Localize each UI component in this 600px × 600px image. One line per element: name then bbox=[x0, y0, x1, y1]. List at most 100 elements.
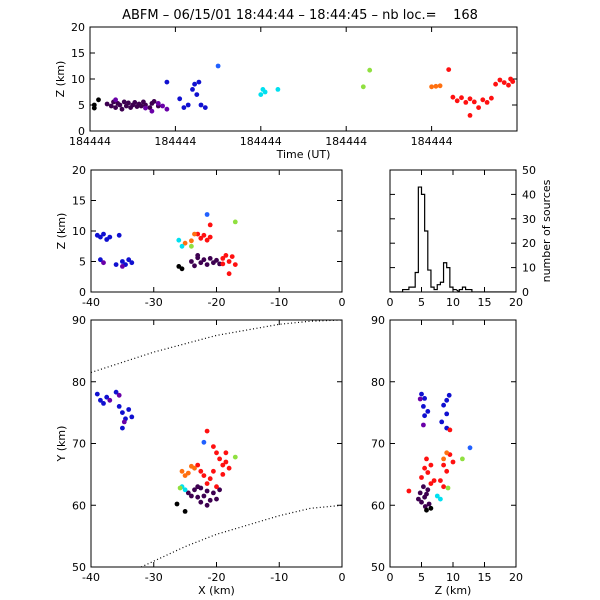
source-point bbox=[422, 465, 427, 471]
source-point bbox=[426, 501, 432, 507]
source-point bbox=[220, 462, 226, 468]
source-point bbox=[149, 108, 155, 114]
source-point bbox=[207, 497, 213, 503]
y-tick-label: 20 bbox=[72, 164, 86, 177]
source-point bbox=[424, 491, 429, 497]
source-point bbox=[446, 67, 452, 72]
source-point bbox=[419, 391, 424, 397]
source-point bbox=[489, 95, 494, 101]
source-point bbox=[360, 84, 366, 90]
source-point bbox=[147, 105, 153, 110]
source-point bbox=[467, 445, 473, 451]
source-point bbox=[119, 106, 125, 112]
y-tick-label: 0 bbox=[79, 286, 86, 299]
source-point bbox=[91, 102, 97, 108]
source-point bbox=[179, 266, 185, 272]
source-point bbox=[484, 100, 490, 105]
source-point bbox=[211, 490, 216, 496]
x-tick-label: 0 bbox=[387, 571, 394, 584]
source-point bbox=[223, 459, 229, 465]
y-tick-label: 40 bbox=[522, 188, 536, 201]
source-point bbox=[226, 465, 232, 471]
source-point bbox=[207, 256, 213, 261]
source-point bbox=[421, 422, 426, 428]
source-point bbox=[467, 113, 473, 118]
source-point bbox=[189, 238, 194, 244]
source-point bbox=[214, 484, 219, 490]
y-tick-label: 15 bbox=[71, 47, 85, 60]
source-point bbox=[441, 462, 446, 468]
source-point bbox=[164, 79, 170, 85]
source-point bbox=[275, 87, 281, 92]
data-layer bbox=[91, 320, 342, 567]
x-axis-title: X (km) bbox=[198, 584, 235, 597]
source-point bbox=[207, 476, 213, 482]
source-point bbox=[467, 96, 473, 102]
source-point bbox=[444, 450, 450, 456]
source-point bbox=[185, 490, 191, 496]
source-point bbox=[232, 454, 238, 460]
data-layer bbox=[390, 186, 516, 292]
source-point bbox=[126, 407, 132, 412]
source-point bbox=[428, 481, 434, 486]
x-axis-title: Z (km) bbox=[435, 584, 472, 597]
source-point bbox=[113, 389, 119, 395]
source-point bbox=[429, 84, 434, 90]
x-tick-label: 15 bbox=[478, 296, 492, 309]
source-point bbox=[422, 413, 427, 419]
source-point bbox=[120, 410, 125, 415]
source-point bbox=[192, 465, 197, 471]
y-tick-label: 90 bbox=[72, 314, 86, 327]
plot-frame bbox=[90, 319, 343, 568]
y-axis-title: Y (km) bbox=[55, 426, 68, 463]
source-point bbox=[195, 494, 201, 500]
histogram-bar bbox=[447, 268, 450, 292]
x-tick-label: -40 bbox=[82, 296, 100, 309]
source-point bbox=[179, 468, 185, 474]
source-point bbox=[98, 234, 103, 240]
source-point bbox=[232, 219, 238, 225]
source-point bbox=[116, 392, 122, 398]
source-point bbox=[198, 102, 204, 108]
source-point bbox=[204, 212, 210, 217]
histogram-bar bbox=[450, 287, 453, 292]
source-point bbox=[195, 253, 201, 258]
source-point bbox=[198, 235, 204, 241]
source-point bbox=[258, 92, 264, 97]
source-point bbox=[421, 484, 426, 490]
source-point bbox=[441, 484, 446, 490]
source-point bbox=[198, 468, 204, 474]
source-point bbox=[220, 256, 226, 261]
y-tick-label: 80 bbox=[371, 376, 385, 389]
y-tick-label: 5 bbox=[78, 99, 85, 112]
x-tick-label: -20 bbox=[208, 571, 226, 584]
y-tick-label: 0 bbox=[522, 286, 529, 299]
source-point bbox=[480, 97, 486, 103]
data-layer bbox=[406, 391, 473, 513]
source-point bbox=[160, 103, 166, 109]
y-tick-label: 50 bbox=[72, 561, 86, 574]
source-point bbox=[177, 485, 183, 491]
source-point bbox=[116, 232, 122, 238]
source-point bbox=[129, 260, 135, 266]
y-tick-label: 50 bbox=[371, 561, 385, 574]
source-point bbox=[207, 234, 213, 240]
source-point bbox=[226, 259, 232, 264]
source-point bbox=[107, 397, 113, 403]
source-point bbox=[416, 496, 421, 502]
source-point bbox=[417, 396, 423, 402]
source-point bbox=[431, 478, 437, 483]
source-point bbox=[101, 231, 106, 237]
plot-frame bbox=[389, 319, 517, 568]
source-point bbox=[220, 261, 226, 267]
y-axis-title: number of sources bbox=[540, 179, 553, 282]
source-point bbox=[223, 253, 229, 258]
x-tick-label: 0 bbox=[387, 296, 394, 309]
source-point bbox=[192, 487, 197, 493]
source-point bbox=[450, 94, 456, 100]
source-point bbox=[438, 478, 443, 483]
histogram-bar bbox=[425, 231, 428, 292]
source-point bbox=[177, 96, 183, 102]
y-tick-label: 50 bbox=[522, 164, 536, 177]
